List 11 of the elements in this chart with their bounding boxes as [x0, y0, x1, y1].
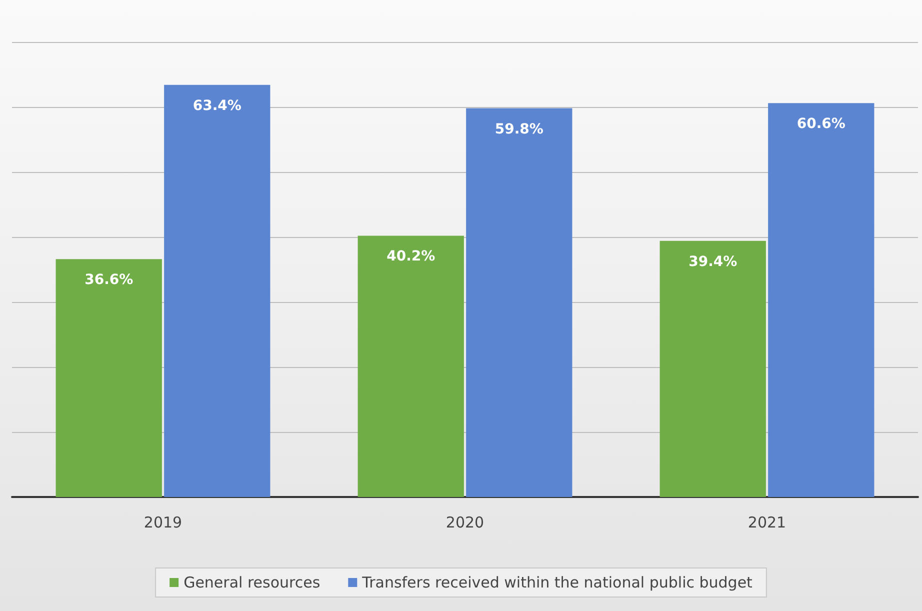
data-label: 63.4% [192, 98, 242, 114]
x-tick-label: 2020 [446, 514, 484, 532]
legend-label: Transfers received within the national public budget [361, 574, 753, 592]
data-label: 36.6% [84, 272, 134, 288]
data-label: 59.8% [494, 121, 544, 138]
data-label: 39.4% [688, 254, 738, 270]
data-label: 60.6% [796, 116, 846, 132]
x-tick-label: 2021 [748, 514, 786, 532]
legend-label: General resources [184, 574, 320, 592]
data-label: 40.2% [386, 248, 436, 265]
x-tick-label: 2019 [144, 514, 182, 532]
